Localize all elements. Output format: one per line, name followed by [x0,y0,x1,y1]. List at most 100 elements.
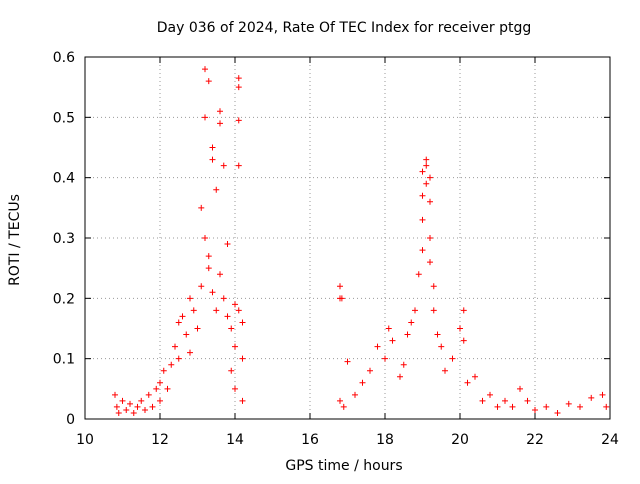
data-point [419,192,426,199]
data-point [423,162,430,169]
y-tick-label: 0.4 [53,171,75,187]
data-point [457,325,463,332]
chart-title: Day 036 of 2024, Rate Of TEC Index for r… [157,20,532,36]
data-point [142,406,148,413]
data-point [235,75,242,82]
data-point [577,403,583,410]
data-point [202,114,208,121]
data-point [130,409,137,416]
data-point [224,313,231,320]
data-point [235,84,242,91]
data-point [175,355,182,362]
y-tick-label: 0.3 [53,231,75,247]
data-point [232,385,238,392]
data-point [119,397,126,404]
data-point [175,319,182,326]
data-point [194,325,201,332]
data-point [385,325,392,332]
data-point [220,162,227,169]
data-point [157,397,163,404]
data-point [217,120,223,127]
data-point [408,319,415,326]
data-point [532,406,538,413]
data-point [228,367,235,374]
data-point [164,385,171,392]
data-point [213,307,220,314]
data-point [179,313,186,320]
data-points [112,66,610,416]
data-point [209,144,216,151]
data-point [479,397,486,404]
data-point [338,295,345,302]
data-point [213,186,220,193]
data-point [235,307,242,314]
data-point [427,235,433,241]
data-point [412,307,418,314]
data-point [205,78,212,85]
data-point [472,373,478,380]
data-point [430,283,437,290]
data-point [434,331,441,338]
data-point [160,367,167,374]
y-tick-label: 0.2 [53,291,75,307]
data-point [239,397,246,404]
data-point [442,367,448,374]
data-point [187,349,193,356]
data-point [460,337,467,344]
data-point [404,331,411,338]
data-point [217,108,223,115]
axis-ticks: 10 12 14 16 18 20 22 24 0 0.1 0.2 0.3 0.4 0.5 0.6 [53,50,619,448]
data-point [209,156,216,163]
data-point [588,394,595,401]
data-point [603,403,610,410]
data-point [153,385,160,392]
data-point [423,180,430,187]
data-point [157,379,163,386]
data-point [415,271,422,278]
data-point [337,283,343,290]
data-point [509,403,516,410]
data-point [344,358,351,365]
data-point [438,343,445,350]
data-point [524,397,531,404]
data-point [430,307,437,314]
data-point [168,361,175,368]
data-point [397,373,403,380]
data-point [205,253,212,260]
data-point [494,403,501,410]
data-point [487,391,493,398]
data-point [239,355,246,362]
data-point [134,403,141,410]
data-point [232,343,238,350]
data-point [460,307,467,314]
y-tick-label: 0.5 [53,110,75,126]
y-tick-label: 0.1 [53,352,75,368]
data-point [352,391,358,398]
data-point [209,289,216,296]
data-point [198,283,205,290]
data-point [419,247,426,254]
data-point [220,295,227,302]
x-tick-label: 22 [526,432,544,448]
data-point [367,367,373,374]
data-point [419,168,426,175]
data-point [382,355,388,362]
data-point [502,397,508,404]
data-point [464,379,471,386]
data-point [202,66,208,73]
data-point [232,301,238,308]
data-point [149,403,156,410]
data-point [565,400,572,407]
x-tick-label: 10 [76,432,94,448]
data-point [374,343,381,350]
data-point [123,406,130,413]
data-point [235,117,242,124]
data-point [112,391,118,398]
data-point [337,397,343,404]
data-point [423,156,430,163]
grid [85,57,610,419]
y-axis-label: ROTI / TECUs [7,194,23,286]
data-point [127,400,133,407]
